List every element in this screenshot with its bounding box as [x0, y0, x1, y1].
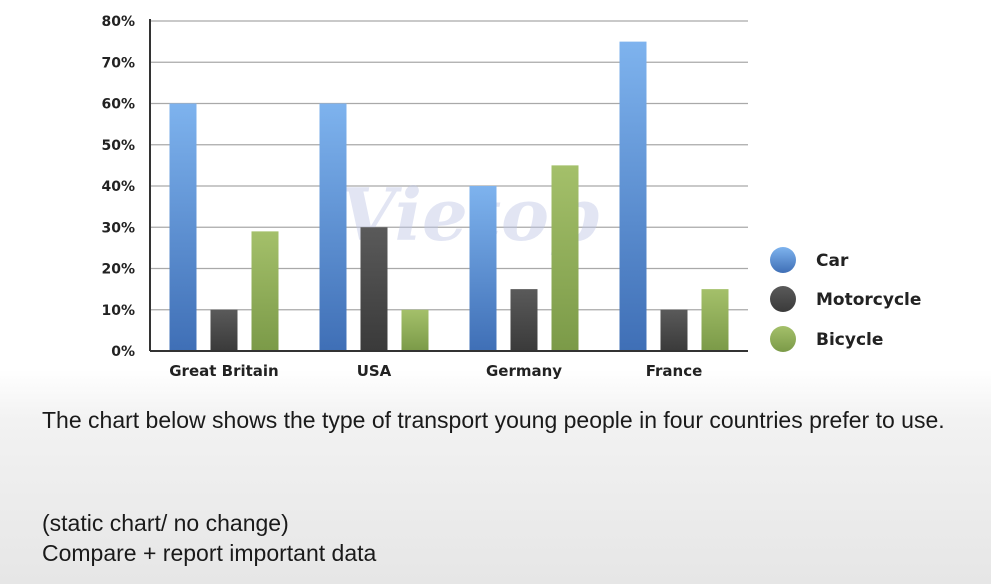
legend-swatch-motorcycle: [770, 286, 796, 312]
y-tick-label: 70%: [101, 55, 135, 71]
bar-bicycle-germany: [551, 165, 579, 351]
bar-car-france: [619, 41, 647, 351]
axes: [149, 19, 748, 352]
bar-car-usa: [319, 103, 347, 351]
x-category-label: Germany: [486, 362, 562, 380]
bar-motorcycle-usa: [360, 227, 388, 351]
gridlines: [150, 20, 748, 311]
y-tick-label: 80%: [101, 14, 135, 30]
x-category-label: France: [646, 362, 703, 380]
legend-swatch-bicycle: [770, 326, 796, 352]
legend: Car Motorcycle Bicycle: [770, 247, 921, 352]
bar-bicycle-usa: [401, 309, 429, 351]
x-category-label: Great Britain: [169, 362, 278, 380]
legend-label-bicycle: Bicycle: [816, 330, 883, 350]
y-tick-label: 50%: [101, 138, 135, 154]
note-compare: Compare + report important data: [42, 540, 377, 566]
bar-motorcycle-france: [660, 309, 688, 351]
bar-chart: Vietop 0%10%20%30%40%50%60%70%80% Great …: [101, 14, 921, 380]
bars: [169, 41, 729, 351]
chart-caption: The chart below shows the type of transp…: [42, 407, 945, 433]
y-tick-label: 0%: [111, 344, 135, 360]
y-tick-label: 20%: [101, 262, 135, 278]
legend-label-car: Car: [816, 251, 849, 271]
y-tick-label: 10%: [101, 303, 135, 319]
bar-bicycle-great-britain: [251, 231, 279, 351]
notes: (static chart/ no change) Compare + repo…: [42, 508, 376, 568]
bar-car-germany: [469, 186, 497, 351]
x-category-labels: Great Britain USA Germany France: [169, 362, 702, 380]
y-tick-label: 40%: [101, 179, 135, 195]
bar-bicycle-france: [701, 289, 729, 351]
bar-car-great-britain: [169, 103, 197, 351]
y-tick-label: 60%: [101, 97, 135, 113]
legend-swatch-car: [770, 247, 796, 273]
bar-motorcycle-germany: [510, 289, 538, 351]
note-static-chart: (static chart/ no change): [42, 510, 289, 536]
legend-label-motorcycle: Motorcycle: [816, 290, 921, 310]
y-tick-label: 30%: [101, 220, 135, 236]
bar-motorcycle-great-britain: [210, 309, 238, 351]
y-tick-labels: 0% 10% 20% 30% 40% 50% 60% 70% 80%: [101, 14, 135, 360]
x-category-label: USA: [357, 362, 392, 380]
